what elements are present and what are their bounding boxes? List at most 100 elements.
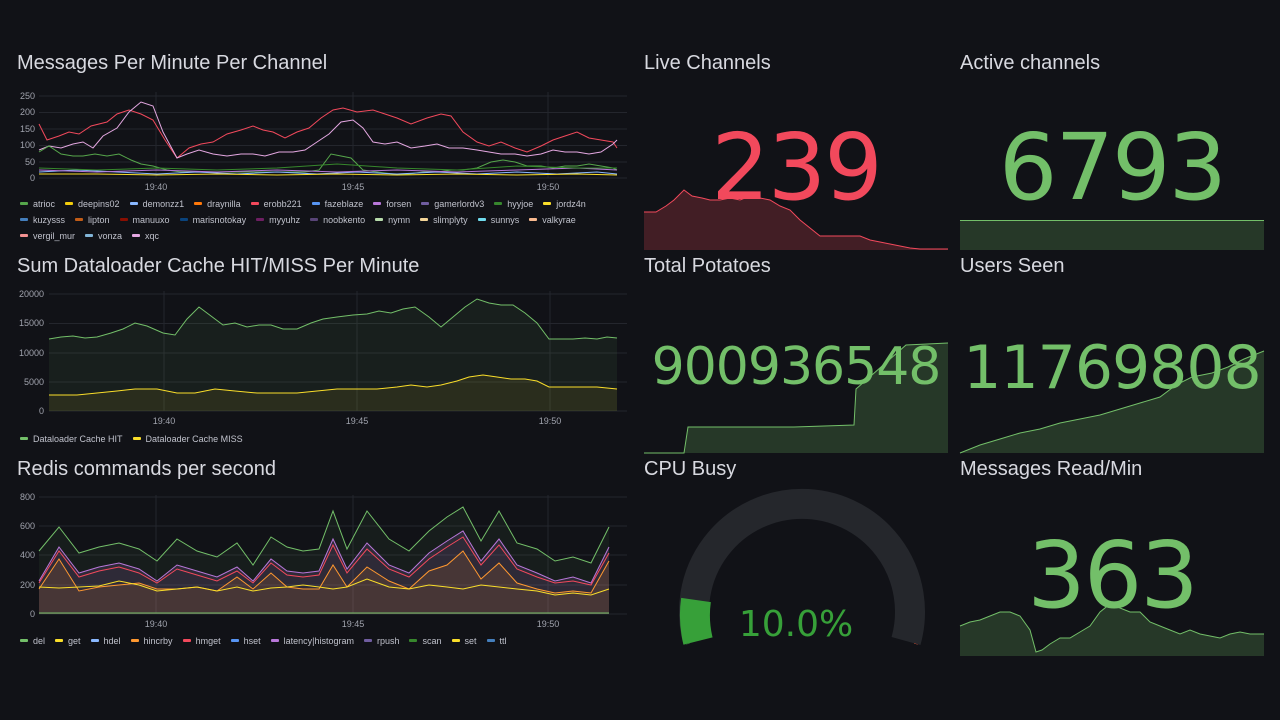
stat-value: 900936548	[651, 337, 942, 397]
legend-item[interactable]: sunnys	[477, 212, 519, 228]
legend-item[interactable]: atrioc	[20, 196, 55, 212]
x-tick: 19:50	[537, 619, 560, 629]
y-tick: 400	[20, 550, 35, 560]
legend-item[interactable]: demonzz1	[129, 196, 184, 212]
series-line	[38, 536, 610, 586]
y-tick: 10000	[19, 348, 44, 358]
legend-item[interactable]: kuzysss	[20, 212, 65, 228]
legend-item[interactable]: del	[20, 633, 45, 649]
x-tick: 19:45	[346, 416, 369, 426]
sparkline	[644, 189, 948, 250]
legend-item[interactable]: xqc	[132, 228, 159, 244]
y-tick: 250	[20, 91, 35, 101]
legend-item[interactable]: nymn	[375, 212, 410, 228]
legend-item[interactable]: forsen	[373, 196, 411, 212]
legend-item[interactable]: hset	[230, 633, 261, 649]
messages-chart[interactable]: 250 200 150 100 50 0 19:40 19:45 19:50	[17, 88, 629, 238]
legend-item[interactable]: slimplyty	[420, 212, 468, 228]
legend-item[interactable]: fazeblaze	[311, 196, 363, 212]
series-line	[38, 506, 610, 566]
stat-value: 363	[1027, 522, 1199, 629]
y-tick: 50	[25, 157, 35, 167]
panel-title: Messages Per Minute Per Channel	[17, 52, 328, 74]
y-tick: 600	[20, 521, 35, 531]
gauge: 10.0%	[679, 488, 925, 646]
legend-item[interactable]: latency|histogram	[270, 633, 354, 649]
series-line	[48, 298, 618, 340]
sparkline	[644, 342, 949, 454]
cache-chart[interactable]: 20000 15000 10000 5000 0 19:40 19:45 19:…	[17, 289, 629, 429]
y-tick: 200	[20, 107, 35, 117]
y-tick: 0	[30, 609, 35, 619]
legend-item[interactable]: manuuxo	[119, 212, 170, 228]
series-line	[38, 578, 610, 596]
y-tick: 15000	[19, 318, 44, 328]
panel-title: Messages Read/Min	[960, 458, 1143, 480]
legend-item[interactable]: myyuhz	[256, 212, 300, 228]
panel-title: Live Channels	[644, 52, 771, 74]
legend-item[interactable]: deepins02	[65, 196, 120, 212]
legend-item[interactable]: jordz4n	[543, 196, 586, 212]
legend-item[interactable]: hdel	[90, 633, 121, 649]
chart-legend: del get hdel hincrby hmget hset latency|histog…	[20, 633, 628, 649]
series-line	[38, 550, 610, 594]
legend-item[interactable]: set	[451, 633, 477, 649]
x-tick: 19:50	[537, 182, 560, 192]
redis-chart[interactable]: 800 600 400 200 0 19:40 19:45 19:50	[17, 492, 629, 633]
legend-item[interactable]: vonza	[85, 228, 122, 244]
legend-item[interactable]: ttl	[486, 633, 507, 649]
panel-title: Redis commands per second	[17, 458, 277, 480]
x-tick: 19:50	[539, 416, 562, 426]
legend-item[interactable]: Dataloader Cache MISS	[132, 431, 243, 447]
legend-item[interactable]: erobb221	[250, 196, 302, 212]
legend-item[interactable]: draynilla	[194, 196, 241, 212]
sparkline	[959, 350, 1265, 454]
y-tick: 20000	[19, 289, 44, 299]
series-area	[49, 299, 617, 411]
legend-item[interactable]: gamerlordv3	[421, 196, 484, 212]
gauge-value: 10.0%	[739, 604, 853, 645]
legend-item[interactable]: hmget	[182, 633, 221, 649]
total-potatoes-panel[interactable]: Total Potatoes 900936548	[644, 255, 949, 454]
legend-item[interactable]: noobkento	[310, 212, 365, 228]
y-tick: 150	[20, 124, 35, 134]
panel-title: CPU Busy	[644, 458, 737, 480]
series-line	[49, 374, 618, 396]
redis-commands-panel: Redis commands per second 800 600 400 20…	[17, 458, 629, 650]
series-line	[38, 530, 610, 584]
y-tick: 5000	[24, 377, 44, 387]
live-channels-panel[interactable]: Live Channels 239	[644, 52, 948, 250]
legend-item[interactable]: lipton	[75, 212, 110, 228]
legend-item[interactable]: get	[55, 633, 81, 649]
sparkline	[959, 603, 1264, 656]
chart-legend: Dataloader Cache HIT Dataloader Cache MIS…	[20, 431, 628, 447]
series-line	[38, 167, 618, 173]
series-area	[49, 375, 617, 411]
legend-item[interactable]: hincrby	[130, 633, 173, 649]
messages-read-panel[interactable]: Messages Read/Min 363	[959, 458, 1264, 658]
series-line	[38, 107, 618, 159]
panel-title: Total Potatoes	[644, 255, 771, 277]
legend-item[interactable]: rpush	[363, 633, 399, 649]
panel-title: Sum Dataloader Cache HIT/MISS Per Minute	[17, 255, 420, 277]
active-channels-panel[interactable]: Active channels 6793	[960, 52, 1264, 250]
legend-item[interactable]: marisnotokay	[179, 212, 246, 228]
legend-item[interactable]: valkyrae	[529, 212, 576, 228]
stat-value: 11769808	[963, 333, 1261, 403]
dataloader-cache-panel: Sum Dataloader Cache HIT/MISS Per Minute…	[17, 255, 629, 445]
legend-item[interactable]: Dataloader Cache HIT	[20, 431, 123, 447]
panel-title: Users Seen	[960, 255, 1065, 277]
legend-item[interactable]: hyyjoe	[494, 196, 533, 212]
cpu-busy-panel[interactable]: CPU Busy 10.0%	[644, 458, 948, 658]
series-line	[38, 163, 617, 171]
legend-item[interactable]: scan	[409, 633, 442, 649]
legend-item[interactable]: vergil_mur	[20, 228, 75, 244]
messages-per-minute-panel: Messages Per Minute Per Channel 250 200 …	[17, 52, 629, 248]
users-seen-panel[interactable]: Users Seen 11769808	[959, 255, 1265, 454]
series-line	[38, 101, 618, 159]
x-tick: 19:45	[342, 182, 365, 192]
chart-legend: atrioc deepins02 demonzz1 draynilla erobb221…	[20, 196, 628, 244]
x-tick: 19:45	[342, 619, 365, 629]
x-tick: 19:40	[145, 619, 168, 629]
series-line	[39, 173, 618, 176]
